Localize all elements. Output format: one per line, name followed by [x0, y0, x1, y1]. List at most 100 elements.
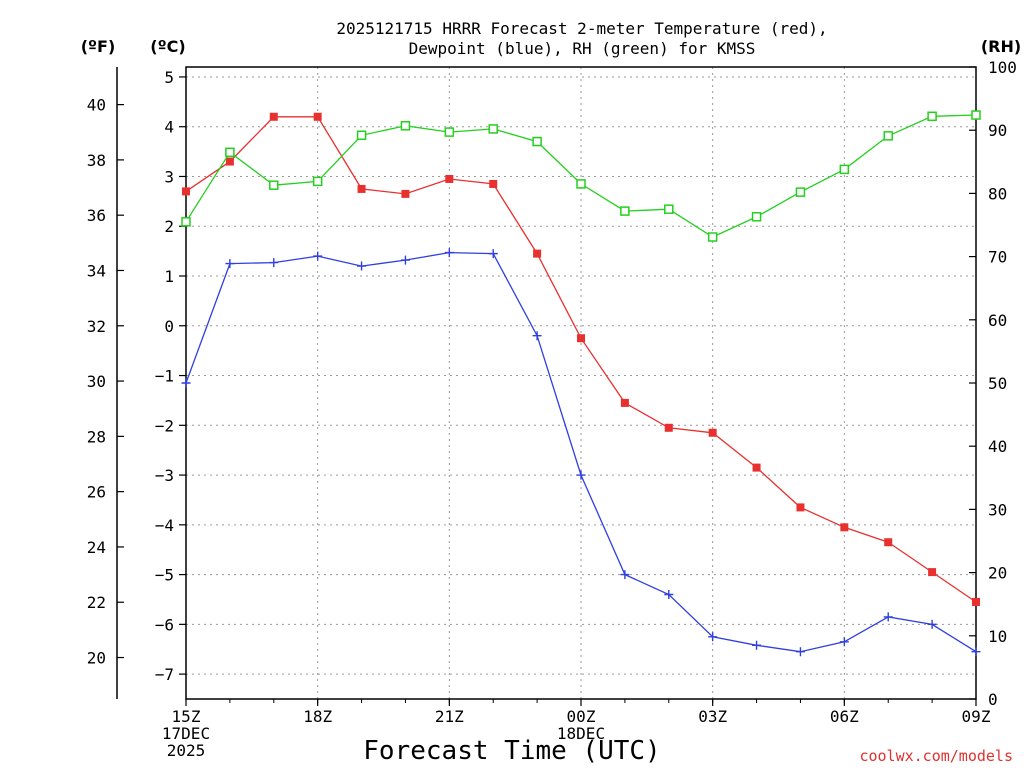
rh-point — [707, 232, 718, 242]
x-tick-label: 15Z — [172, 707, 201, 726]
dewpoint-point — [795, 647, 805, 657]
fahrenheit-tick-label: 34 — [87, 261, 106, 280]
dewpoint-point — [357, 261, 367, 271]
rh-tick-label: 30 — [988, 500, 1007, 519]
rh-point — [312, 176, 323, 187]
x-tick-label: 09Z — [962, 707, 991, 726]
celsius-unit-label: (ºC) — [150, 37, 185, 56]
chart-title-line-2: Dewpoint (blue), RH (green) for KMSS — [409, 39, 756, 58]
rh-point — [883, 131, 893, 141]
rh-point — [971, 110, 981, 120]
x-tick-label: 2025 — [167, 741, 206, 760]
dewpoint-point — [269, 258, 279, 268]
2-meter-temperature-point — [664, 423, 673, 432]
plot-frame — [185, 66, 977, 700]
rh-tick-label: 80 — [988, 184, 1007, 203]
celsius-tick-label: 5 — [164, 68, 174, 87]
rh-tick-label: 90 — [988, 121, 1007, 140]
rh-point — [839, 164, 850, 175]
fahrenheit-tick-label: 32 — [87, 317, 106, 336]
rh-tick-label: 70 — [988, 248, 1007, 267]
celsius-tick-label: −1 — [155, 367, 174, 386]
rh-tick-label: 0 — [988, 690, 998, 709]
rh-tick-label: 20 — [988, 564, 1007, 583]
2-meter-temperature-point — [269, 112, 278, 121]
celsius-tick-label: −2 — [155, 416, 174, 435]
x-axis-title: Forecast Time (UTC) — [363, 736, 660, 766]
dewpoint-point — [971, 647, 981, 657]
dewpoint-point — [708, 632, 718, 642]
dewpoint-point — [181, 378, 191, 388]
chart-title-line-1: 2025121715 HRRR Forecast 2-meter Tempera… — [336, 19, 827, 38]
x-tick-label: 21Z — [435, 707, 464, 726]
celsius-tick-label: 3 — [164, 167, 174, 186]
fahrenheit-tick-label: 22 — [87, 593, 106, 612]
rh-point — [576, 179, 586, 189]
fahrenheit-unit-label: (ºF) — [81, 37, 116, 56]
2-meter-temperature-point — [182, 187, 190, 196]
data-series — [181, 110, 981, 657]
rh-tick-label: 10 — [988, 627, 1007, 646]
celsius-tick-label: −5 — [155, 566, 174, 585]
celsius-tick-label: 0 — [164, 317, 174, 336]
celsius-tick-label: −3 — [155, 466, 174, 485]
rh-point — [532, 136, 542, 147]
rh-point — [795, 187, 806, 197]
celsius-tick-label: −6 — [155, 615, 174, 634]
x-tick-label: 17DEC — [162, 724, 210, 743]
2-meter-temperature-point — [533, 249, 542, 258]
x-tick-label: 18Z — [303, 707, 332, 726]
celsius-tick-label: −4 — [155, 516, 174, 535]
x-tick-label: 06Z — [830, 707, 859, 726]
2-meter-temperature-point — [708, 428, 717, 437]
dewpoint-point — [883, 612, 893, 622]
x-tick-label: 00Z — [567, 707, 596, 726]
celsius-tick-label: 1 — [164, 267, 174, 286]
2-meter-temperature-point — [620, 398, 629, 407]
2-meter-temperature-point — [489, 179, 498, 188]
2-meter-temperature-point — [796, 503, 805, 512]
dewpoint-point — [313, 251, 323, 261]
fahrenheit-tick-label: 28 — [87, 427, 106, 446]
rh-tick-label: 40 — [988, 437, 1007, 456]
dewpoint-point — [752, 640, 762, 650]
rh-point — [269, 180, 279, 190]
rh-point — [181, 217, 191, 227]
2-meter-temperature-point — [401, 189, 410, 198]
dewpoint-point — [576, 470, 586, 480]
rh-point — [225, 147, 235, 158]
fahrenheit-tick-label: 26 — [87, 483, 106, 502]
rh-tick-label: 50 — [988, 374, 1007, 393]
2-meter-temperature-point — [752, 463, 761, 472]
x-tick-label: 18DEC — [557, 724, 605, 743]
rh-point — [444, 127, 455, 137]
2-meter-temperature-point — [972, 597, 980, 606]
dewpoint-point — [664, 589, 674, 599]
2-meter-temperature-point — [313, 112, 322, 121]
rh-unit-label: (RH) — [981, 37, 1021, 56]
dewpoint-point — [225, 259, 235, 269]
2-meter-temperature-point — [928, 568, 937, 577]
celsius-tick-label: −7 — [155, 665, 174, 684]
2-meter-temperature-point — [445, 174, 454, 183]
fahrenheit-tick-label: 20 — [87, 649, 106, 668]
celsius-tick-label: 2 — [164, 217, 174, 236]
axis-ticks: 543210−1−2−3−4−5−6−740383634323028262422… — [87, 58, 1017, 760]
plot-gridlines — [186, 67, 976, 699]
fahrenheit-tick-label: 30 — [87, 372, 106, 391]
x-tick-label: 03Z — [698, 707, 727, 726]
rh-point — [664, 204, 674, 214]
dewpoint-point — [927, 619, 937, 629]
fahrenheit-tick-label: 24 — [87, 538, 106, 557]
rh-point — [400, 121, 411, 131]
2-meter-temperature-point — [884, 538, 893, 547]
dewpoint-point — [620, 570, 630, 580]
rh-point — [927, 111, 937, 122]
2-meter-temperature-point — [225, 157, 234, 166]
2-meter-temperature-point — [840, 523, 849, 532]
credit-text: coolwx.com/models — [859, 747, 1013, 765]
rh-point — [751, 212, 762, 222]
rh-point — [620, 206, 630, 216]
dewpoint-point — [839, 637, 849, 647]
